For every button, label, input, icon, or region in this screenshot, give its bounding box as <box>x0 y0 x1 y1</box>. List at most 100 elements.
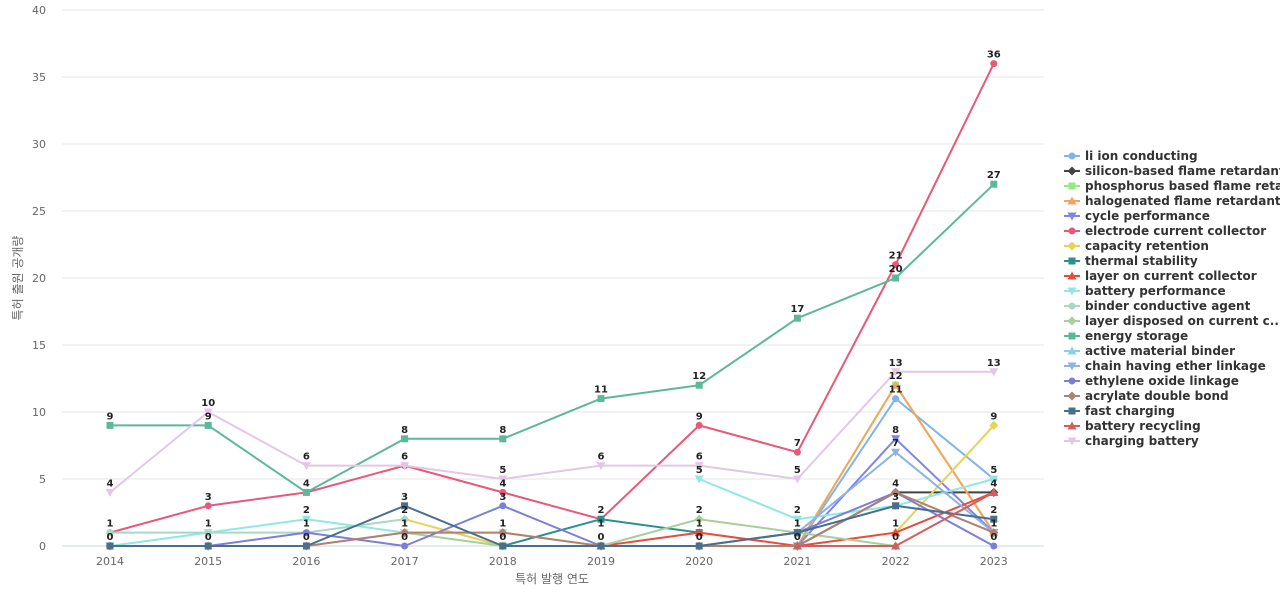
legend-item[interactable]: capacity retention <box>1064 239 1209 253</box>
legend-item[interactable]: electrode current collector <box>1064 224 1266 238</box>
data-label: 7 <box>794 438 801 449</box>
data-point <box>400 462 410 471</box>
data-label: 6 <box>401 452 408 463</box>
legend-item[interactable]: li ion conducting <box>1064 149 1198 163</box>
series[interactable] <box>106 502 998 550</box>
data-point <box>301 462 311 471</box>
data-label: 17 <box>790 304 804 315</box>
data-label: 8 <box>499 425 506 436</box>
y-tick-label: 40 <box>32 4 46 17</box>
data-point <box>499 502 507 510</box>
data-label: 4 <box>990 478 997 489</box>
legend-marker <box>1067 166 1077 176</box>
data-point <box>302 488 310 496</box>
legend-item[interactable]: ethylene oxide linkage <box>1064 374 1239 388</box>
data-label: 12 <box>889 371 903 382</box>
data-label: 1 <box>696 519 703 530</box>
legend-label: capacity retention <box>1085 239 1209 253</box>
data-point <box>793 529 801 537</box>
data-point <box>891 528 901 537</box>
legend-item[interactable]: binder conductive agent <box>1064 299 1251 313</box>
series-line <box>403 518 897 547</box>
legend-marker <box>1067 241 1077 251</box>
legend-item[interactable]: chain having ether linkage <box>1064 359 1266 373</box>
legend-marker <box>1067 346 1077 355</box>
legend-item[interactable]: layer disposed on current c... <box>1064 314 1280 328</box>
legend-item[interactable]: battery performance <box>1064 284 1226 298</box>
data-point <box>401 542 409 550</box>
data-label: 8 <box>401 425 408 436</box>
legend-marker <box>1067 271 1077 280</box>
data-label: 0 <box>696 532 703 543</box>
data-point <box>302 542 310 550</box>
legend-item[interactable]: layer on current collector <box>1064 269 1257 283</box>
data-point <box>990 60 998 68</box>
data-point <box>694 514 704 524</box>
x-tick-label: 2020 <box>685 555 713 568</box>
legend-item[interactable]: silicon-based flame retardant <box>1064 164 1280 178</box>
data-point <box>891 541 901 550</box>
legend-item[interactable]: active material binder <box>1064 344 1235 358</box>
data-label: 0 <box>892 532 899 543</box>
data-point <box>498 528 508 538</box>
data-label: 20 <box>889 264 903 275</box>
data-label: 5 <box>794 465 801 476</box>
data-label: 0 <box>990 532 997 543</box>
legend-item[interactable]: fast charging <box>1064 404 1175 418</box>
data-label: 0 <box>401 532 408 543</box>
legend-item[interactable]: battery recycling <box>1064 419 1201 433</box>
data-point <box>498 475 508 484</box>
data-point <box>793 314 801 322</box>
data-label: 13 <box>889 358 903 369</box>
data-point <box>989 368 999 377</box>
series[interactable] <box>106 180 998 496</box>
y-axis-title: 특허 출원 공개량 <box>11 236 25 321</box>
y-tick-label: 20 <box>32 272 46 285</box>
data-label: 1 <box>303 519 310 530</box>
data-label: 1 <box>892 519 899 530</box>
legend-item[interactable]: cycle performance <box>1064 209 1210 223</box>
data-point <box>301 515 311 524</box>
data-label: 2 <box>598 505 605 516</box>
data-label: 9 <box>696 411 703 422</box>
legend-marker <box>1068 332 1076 340</box>
data-label: 4 <box>892 478 899 489</box>
data-label: 2 <box>990 505 997 516</box>
legend-label: layer disposed on current c... <box>1085 314 1280 328</box>
data-point <box>892 502 900 510</box>
data-label: 3 <box>205 492 212 503</box>
data-label: 0 <box>598 532 605 543</box>
legend-label: battery recycling <box>1085 419 1201 433</box>
legend-item[interactable]: thermal stability <box>1064 254 1198 268</box>
data-point <box>401 502 409 510</box>
series[interactable] <box>792 487 999 550</box>
data-point <box>989 475 999 484</box>
legend-item[interactable]: charging battery <box>1064 434 1199 448</box>
series[interactable] <box>106 60 998 537</box>
series[interactable] <box>105 368 999 497</box>
legend-label: chain having ether linkage <box>1085 359 1266 373</box>
data-point <box>891 448 901 457</box>
series[interactable] <box>106 488 998 550</box>
legend-item[interactable]: phosphorus based flame reta... <box>1064 179 1280 193</box>
data-point <box>694 475 704 484</box>
x-axis-title: 특허 발행 연도 <box>515 571 589 586</box>
legend-item[interactable]: halogenated flame retardant <box>1064 194 1280 208</box>
data-label: 0 <box>107 532 114 543</box>
legend-item[interactable]: energy storage <box>1064 329 1188 343</box>
legend-label: battery performance <box>1085 284 1226 298</box>
data-label: 10 <box>201 398 215 409</box>
data-label: 1 <box>499 519 506 530</box>
data-point <box>596 462 606 471</box>
data-label: 12 <box>692 371 706 382</box>
data-label: 9 <box>990 411 997 422</box>
data-point <box>203 408 213 417</box>
x-tick-label: 2022 <box>882 555 910 568</box>
legend-item[interactable]: acrylate double bond <box>1064 389 1229 403</box>
x-axis-ticks: 2014 2015 2016 2017 2018 2019 2020 2021 2022 2023 <box>96 555 1008 568</box>
data-label: 9 <box>107 411 114 422</box>
data-label: 1 <box>598 519 605 530</box>
